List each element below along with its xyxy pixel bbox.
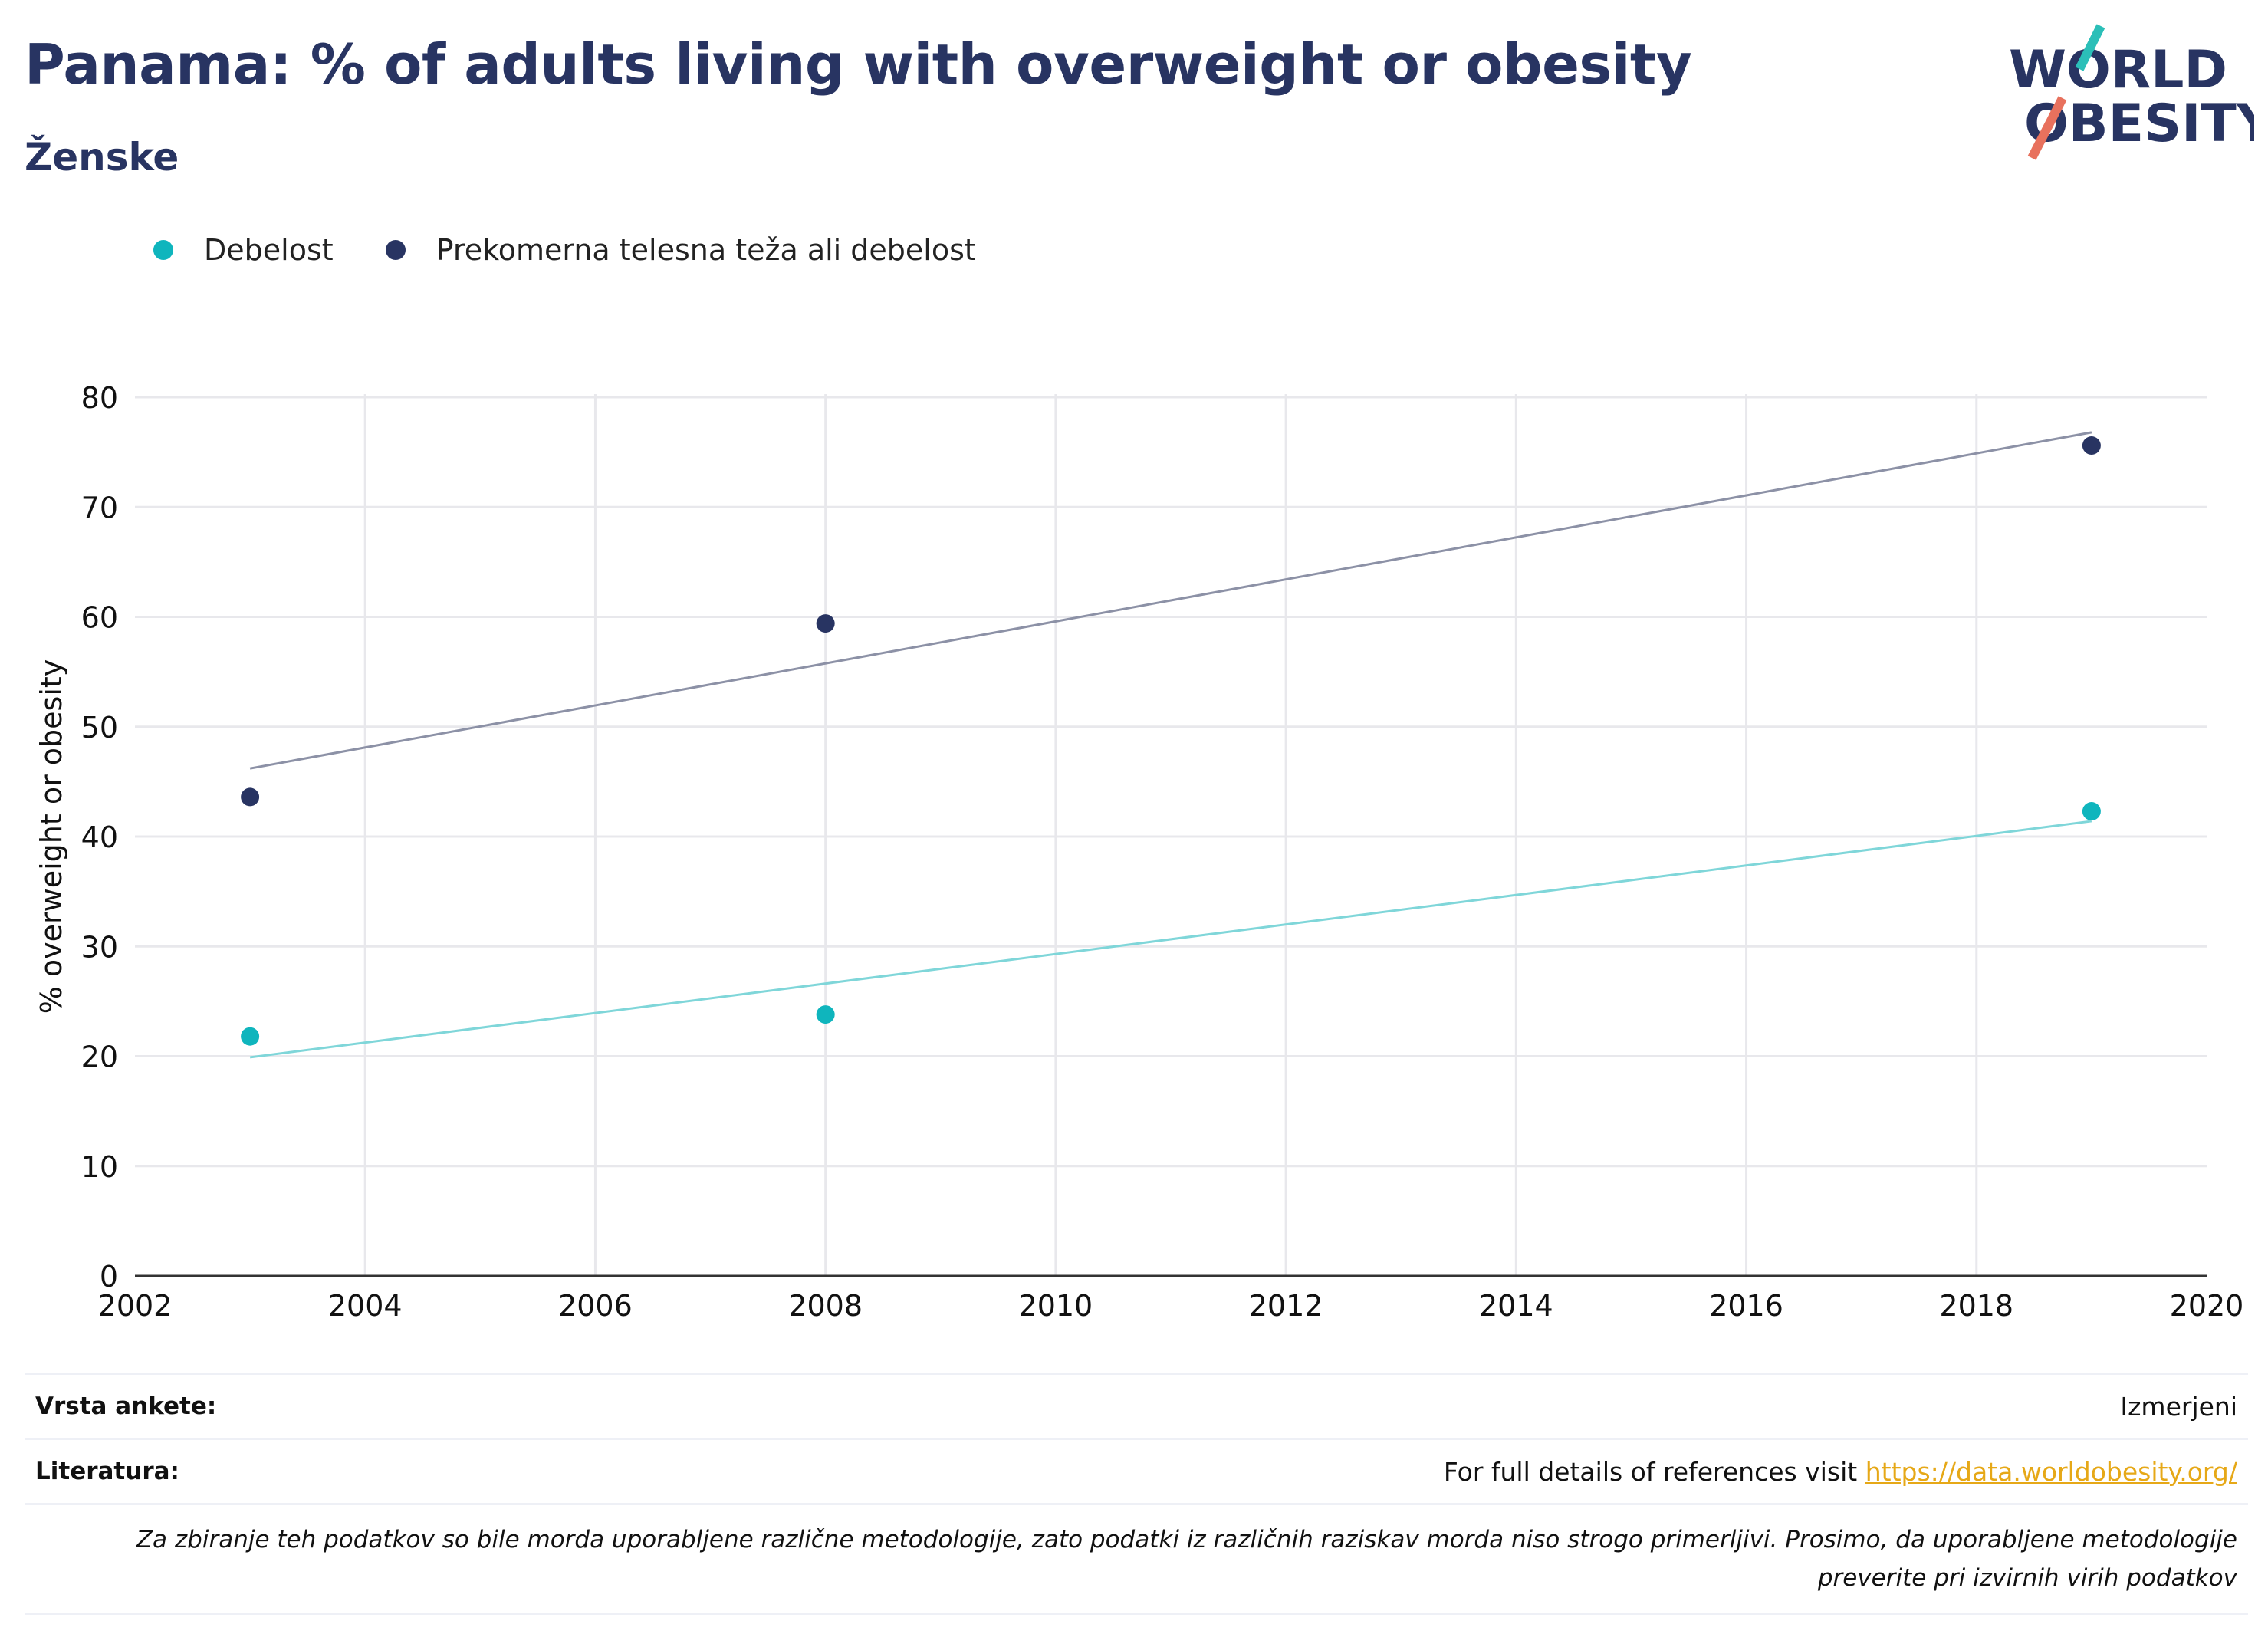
legend-label-obesity: Debelost [204, 233, 334, 267]
data-point [2082, 436, 2101, 455]
logo-slash-teal [2075, 24, 2105, 71]
chart-footer: Vrsta ankete: Izmerjeni Literatura: For … [25, 1373, 2248, 1615]
x-tick-label: 2014 [1479, 1289, 1553, 1323]
world-obesity-logo: WORLD OBESITY [2009, 24, 2254, 160]
y-tick-label: 10 [81, 1150, 118, 1184]
y-tick-label: 50 [81, 711, 118, 745]
y-tick-label: 40 [81, 820, 118, 854]
logo-text-world: WORLD [2009, 40, 2227, 100]
chart-legend: Debelost Prekomerna telesna teža ali deb… [153, 228, 1028, 271]
y-tick-label: 60 [81, 601, 118, 635]
y-axis-label: % overweight or obesity [35, 659, 68, 1014]
trend-line [249, 431, 2092, 770]
data-point [2082, 802, 2101, 821]
references-row: Literatura: For full details of referenc… [25, 1438, 2248, 1503]
data-point [816, 1005, 835, 1024]
y-tick-label: 80 [81, 381, 118, 415]
legend-marker-overweight [385, 240, 406, 260]
data-point [241, 787, 260, 807]
legend-item-overweight[interactable]: Prekomerna telesna teža ali debelost [385, 233, 976, 267]
methodology-note: Za zbiranje teh podatkov so bile morda u… [25, 1503, 2248, 1615]
x-tick-label: 2008 [788, 1289, 863, 1323]
x-tick-label: 2016 [1709, 1289, 1783, 1323]
y-tick-label: 0 [100, 1260, 118, 1294]
x-tick-label: 2018 [1939, 1289, 2013, 1323]
logo-slash-coral [2027, 96, 2067, 160]
x-tick-label: 2006 [558, 1289, 633, 1323]
y-tick-label: 20 [81, 1041, 118, 1074]
x-tick-label: 2004 [328, 1289, 403, 1323]
chart-title: Panama: % of adults living with overweig… [25, 32, 1692, 97]
x-tick-label: 2020 [2170, 1289, 2244, 1323]
references-link[interactable]: https://data.worldobesity.org/ [1865, 1456, 2237, 1487]
data-point [816, 614, 835, 633]
survey-type-value: Izmerjeni [2120, 1391, 2237, 1422]
x-tick-label: 2012 [1249, 1289, 1323, 1323]
survey-type-row: Vrsta ankete: Izmerjeni [25, 1373, 2248, 1438]
legend-marker-obesity [153, 240, 173, 260]
references-text: For full details of references visit [1443, 1456, 1865, 1487]
references-value: For full details of references visit htt… [1444, 1457, 2237, 1487]
references-label: Literatura: [35, 1458, 179, 1485]
data-point [241, 1027, 260, 1046]
y-tick-label: 30 [81, 930, 118, 964]
chart-subtitle: Ženske [25, 135, 179, 179]
legend-item-obesity[interactable]: Debelost [153, 233, 334, 267]
y-tick-label: 70 [81, 491, 118, 524]
x-tick-label: 2010 [1019, 1289, 1093, 1323]
legend-label-overweight: Prekomerna telesna teža ali debelost [436, 233, 976, 267]
survey-type-label: Vrsta ankete: [35, 1392, 217, 1420]
trend-line [249, 820, 2092, 1059]
x-tick-label: 2002 [98, 1289, 173, 1323]
chart-plot: 0 10 20 30 40 50 60 70 80 2002 2004 2006 2008 2010 201… [35, 381, 2244, 1323]
